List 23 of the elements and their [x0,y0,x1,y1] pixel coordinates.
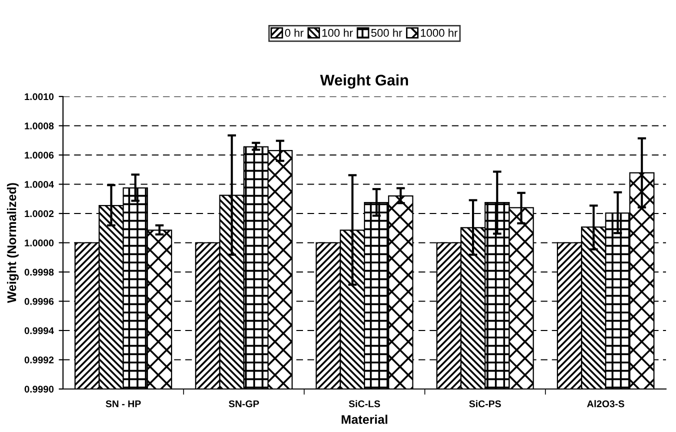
y-tick-label: 0.9998 [24,268,54,276]
chart-title: Weight Gain [320,74,408,89]
y-tick-label: 0.9992 [24,356,54,364]
legend-label: 500 hr [371,28,402,37]
y-tick-label: 0.9996 [24,298,54,305]
x-tick-label: SN-GP [228,400,259,408]
y-tick-label: 1.0008 [24,122,54,130]
x-tick-label: SiC-PS [469,400,501,408]
y-tick-label: 1.0000 [24,239,54,246]
y-tick-label: 0.9994 [24,327,54,334]
y-tick-label: 1.0006 [24,152,54,159]
y-axis-title: Weight (Normalized) [6,183,19,304]
x-tick-label: SN - HP [106,400,141,408]
y-tick-label: 1.0004 [24,180,54,188]
y-tick-label: 1.0010 [24,93,54,100]
legend-label: 100 hr [322,28,353,37]
legend-label: 1000 hr [420,28,458,37]
x-tick-label: SiC-LS [348,400,380,408]
y-tick-label: 1.0002 [24,210,54,218]
legend-label: 0 hr [285,28,304,37]
y-tick-label: 0.9990 [24,386,54,393]
x-tick-label: Al2O3-S [587,400,624,408]
x-axis-title: Material [342,414,388,424]
